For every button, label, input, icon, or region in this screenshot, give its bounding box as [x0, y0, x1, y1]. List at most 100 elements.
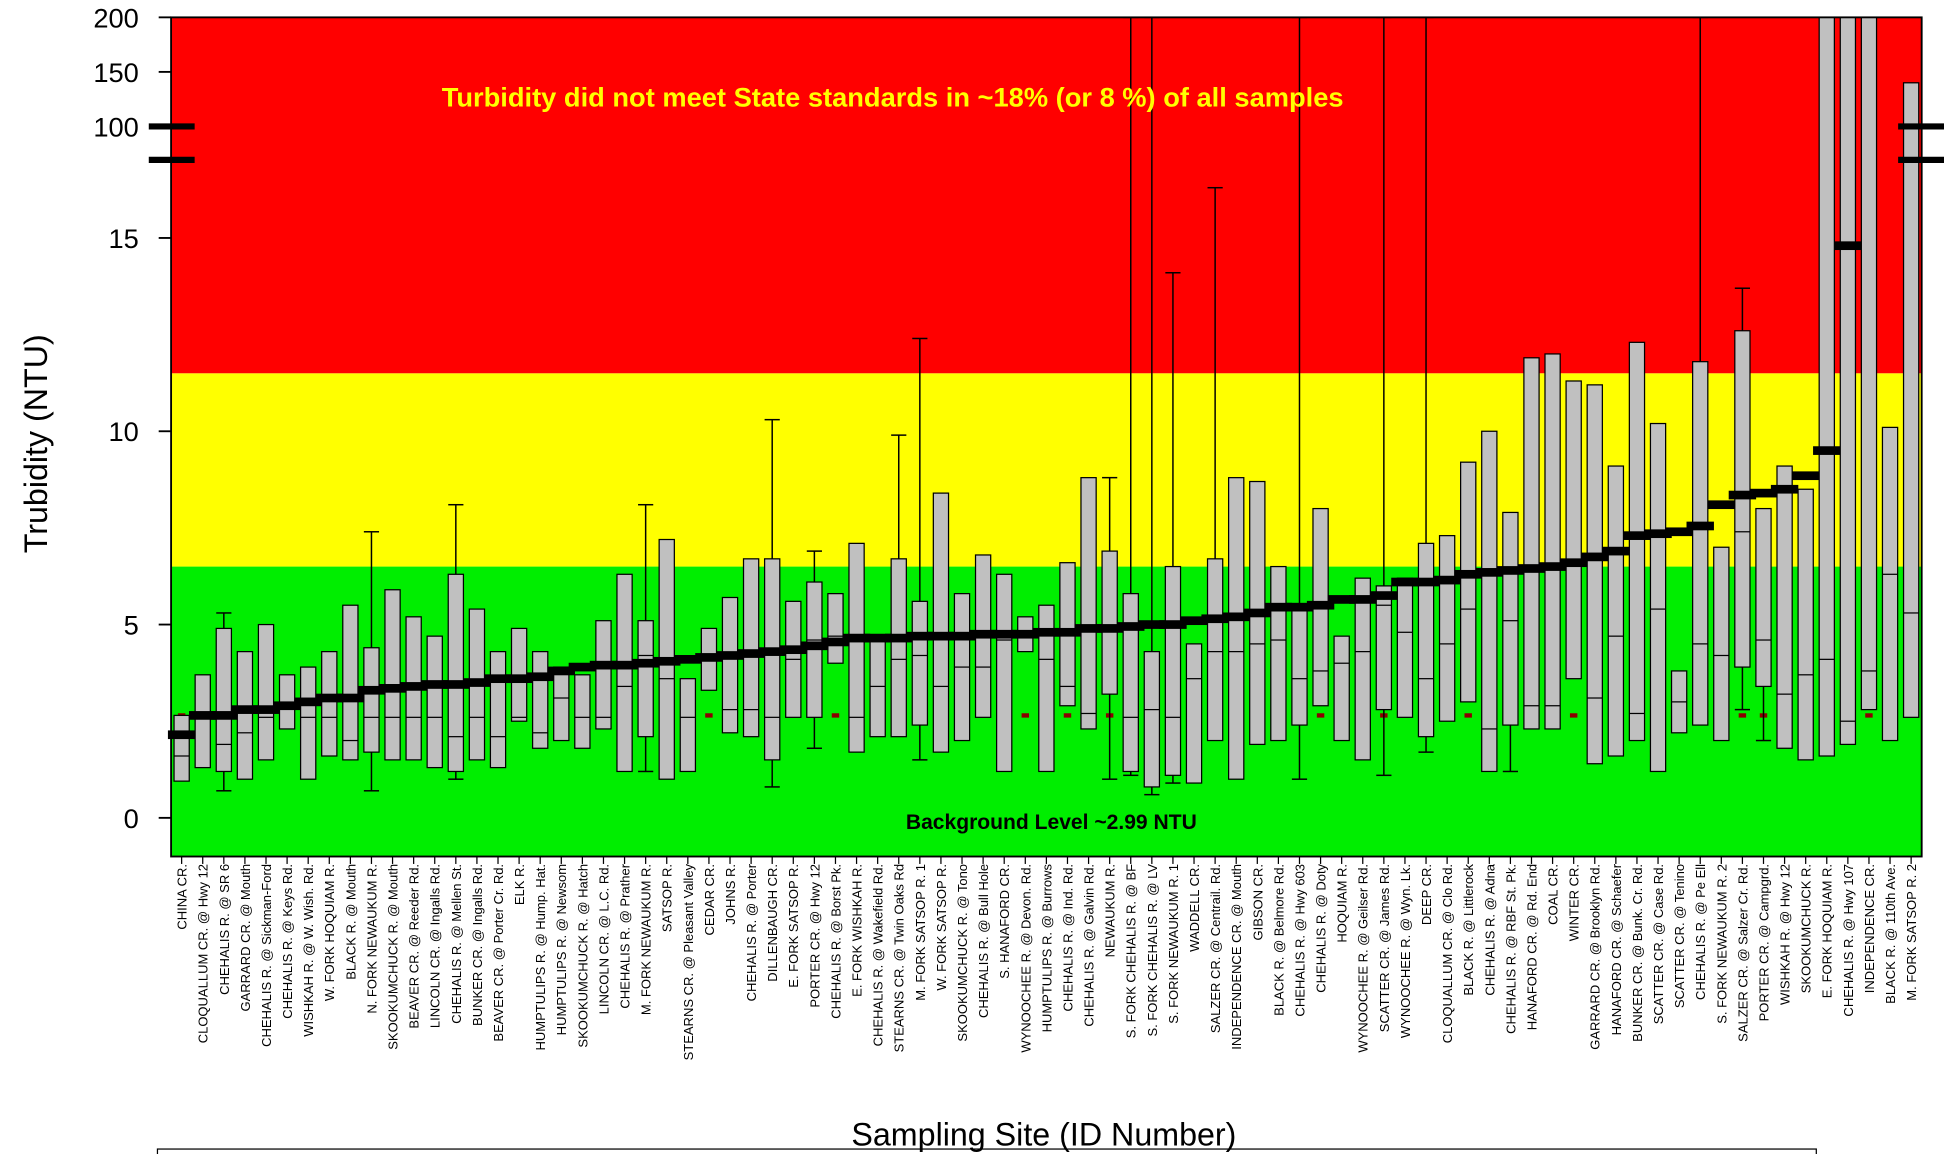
box: [574, 674, 591, 749]
box: [721, 596, 739, 734]
box: [1628, 341, 1646, 742]
mean-bar: [653, 656, 681, 666]
x-tick-label: CEDAR CR.: [702, 864, 717, 936]
mean-bar: [1306, 600, 1335, 610]
mean-bar: [1517, 564, 1546, 573]
box: [342, 604, 359, 761]
mean-bar: [294, 697, 322, 707]
mean-bar: [1349, 595, 1377, 604]
mean-bar: [1707, 500, 1736, 510]
x-tick-label: E. FORK WISHKAH R.: [850, 864, 865, 997]
x-tick-label: BEAVER CR. @ Porter Cr. Rd.: [491, 864, 506, 1042]
x-tick-label: WYNOOCHEE R. @ Wyn. Lk.: [1398, 864, 1413, 1038]
mean-bar: [1496, 566, 1525, 575]
x-tick-label: HANAFORD CR. @ Schaefer: [1609, 863, 1624, 1035]
x-tick-label: WYNOOCHEE R. @ Geilser Rd.: [1356, 864, 1371, 1053]
x-axis-title: Sampling Site (ID Number): [851, 1116, 1236, 1152]
x-tick-label: CHINA CR.: [175, 864, 190, 930]
mean-bar: [442, 680, 470, 689]
mean-bar: [1138, 620, 1166, 629]
mean-bar: [863, 633, 892, 643]
y-tick-label: 5: [124, 609, 139, 640]
box: [1164, 565, 1182, 776]
mean-bar: [1180, 616, 1208, 626]
x-tick-label: M. FORK NEWAUKUM R.: [639, 864, 654, 1015]
x-tick-label: BLACK R. @ 110th Ave.: [1883, 864, 1898, 1004]
box: [489, 650, 507, 769]
mean-bar: [885, 633, 913, 643]
x-tick-label: INDEPENDENCE CR.: [1862, 864, 1877, 993]
mean-bar: [1728, 490, 1757, 500]
box: [321, 650, 338, 757]
band: [171, 17, 1922, 374]
x-tick-label: SALZER CR. @ Salzer Cr. Rd.: [1735, 864, 1750, 1042]
mean-bar: [378, 684, 407, 693]
mean-bar: [167, 730, 196, 740]
x-tick-label: CHEHALIS R. @ Galvin Rd.: [1082, 864, 1097, 1027]
x-tick-label: E. FORK HOQUIAM R.: [1820, 864, 1835, 998]
mean-bar: [969, 629, 997, 639]
box: [932, 492, 950, 753]
mean-bar: [1433, 575, 1461, 585]
x-tick-label: GARRARD CR. @ Brooklyn Rd.: [1588, 864, 1603, 1050]
x-tick-label: SCATTER CR. @ Case Rd.: [1651, 864, 1666, 1024]
mean-bar: [1834, 241, 1862, 251]
box: [1270, 565, 1287, 742]
x-tick-label: STEARNS CR. @ Twin Oaks Rd: [892, 864, 907, 1052]
box: [1227, 477, 1245, 780]
x-tick-label: S. FORK NEWAUKUM R. 1: [1166, 864, 1181, 1024]
box: [1839, 16, 1857, 746]
background-annotation: Background Level ~2.99 NTU: [906, 811, 1197, 834]
x-tick-label: GARRARD CR. @ Mouth: [238, 864, 253, 1012]
x-tick-label: BUNKER CR. @ Ingalls Rd.: [470, 864, 485, 1026]
box: [1375, 585, 1393, 711]
x-tick-label: CHEHALIS R. @ Adna: [1482, 863, 1497, 995]
x-tick-label: HANAFORD CR. @ Rd. End: [1524, 864, 1539, 1030]
x-tick-label: CHEHALIS R. @ Porter: [744, 863, 759, 1001]
mean-bar: [1559, 558, 1588, 568]
mean-bar: [1602, 546, 1630, 556]
x-tick-label: BLACK R. @ Mouth: [343, 864, 358, 980]
y-tick-label: 0: [124, 803, 139, 834]
mean-bar: [779, 645, 807, 655]
mean-bar: [1285, 602, 1314, 612]
x-tick-label: BUNKER CR. @ Bunk. Cr. Rd.: [1630, 864, 1645, 1042]
mean-bar: [336, 693, 365, 703]
mean-bar: [674, 655, 702, 664]
box: [995, 573, 1013, 773]
box: [363, 647, 380, 753]
box: [1881, 426, 1899, 742]
x-tick-label: S. HANAFORD CR.: [997, 864, 1012, 979]
x-tick-label: CHEHALIS R. @ Pe Ell: [1693, 864, 1708, 1000]
mean-bar: [1243, 608, 1272, 618]
x-tick-label: INDEPENDENCE CR. @ Mouth: [1229, 864, 1244, 1050]
legend-box: [156, 1148, 1817, 1154]
x-tick-label: BLACK R. @ Belmore Rd.: [1271, 864, 1286, 1016]
box: [1185, 643, 1203, 784]
mean-bar: [421, 680, 449, 689]
x-tick-label: WYNOOCHEE R. @ Devon. Rd.: [1018, 864, 1033, 1053]
y-tick-label: 10: [109, 416, 139, 447]
mean-bar: [1770, 484, 1799, 494]
mean-bar: [1264, 602, 1293, 612]
x-tick-label: LINCOLN CR. @ L.C. Rd.: [596, 864, 611, 1014]
y-tick-label: 200: [93, 2, 139, 33]
mean-bar: [1011, 629, 1040, 639]
mean-bar: [1391, 577, 1419, 587]
x-tick-label: M. FORK SATSOP R. 2: [1904, 864, 1919, 1001]
mean-bar: [1032, 627, 1061, 637]
y-tick-label: 15: [109, 223, 139, 254]
box: [173, 714, 190, 782]
mean-bar: [589, 660, 618, 670]
x-tick-label: LINCOLN CR. @ Ingalls Rd.: [428, 864, 443, 1028]
x-tick-label: W. FORK HOQUIAM R.: [322, 864, 337, 1001]
box: [595, 620, 612, 730]
x-tick-label: SKOOKUMCHUCK R. @ Hatch: [575, 864, 590, 1048]
mean-bar: [631, 658, 660, 668]
box: [1860, 16, 1878, 711]
x-tick-label: BLACK R. @ Littlerock: [1461, 863, 1476, 995]
x-tick-label: WADDELL CR.: [1187, 864, 1202, 952]
box: [257, 623, 275, 761]
mean-bar: [189, 711, 217, 720]
